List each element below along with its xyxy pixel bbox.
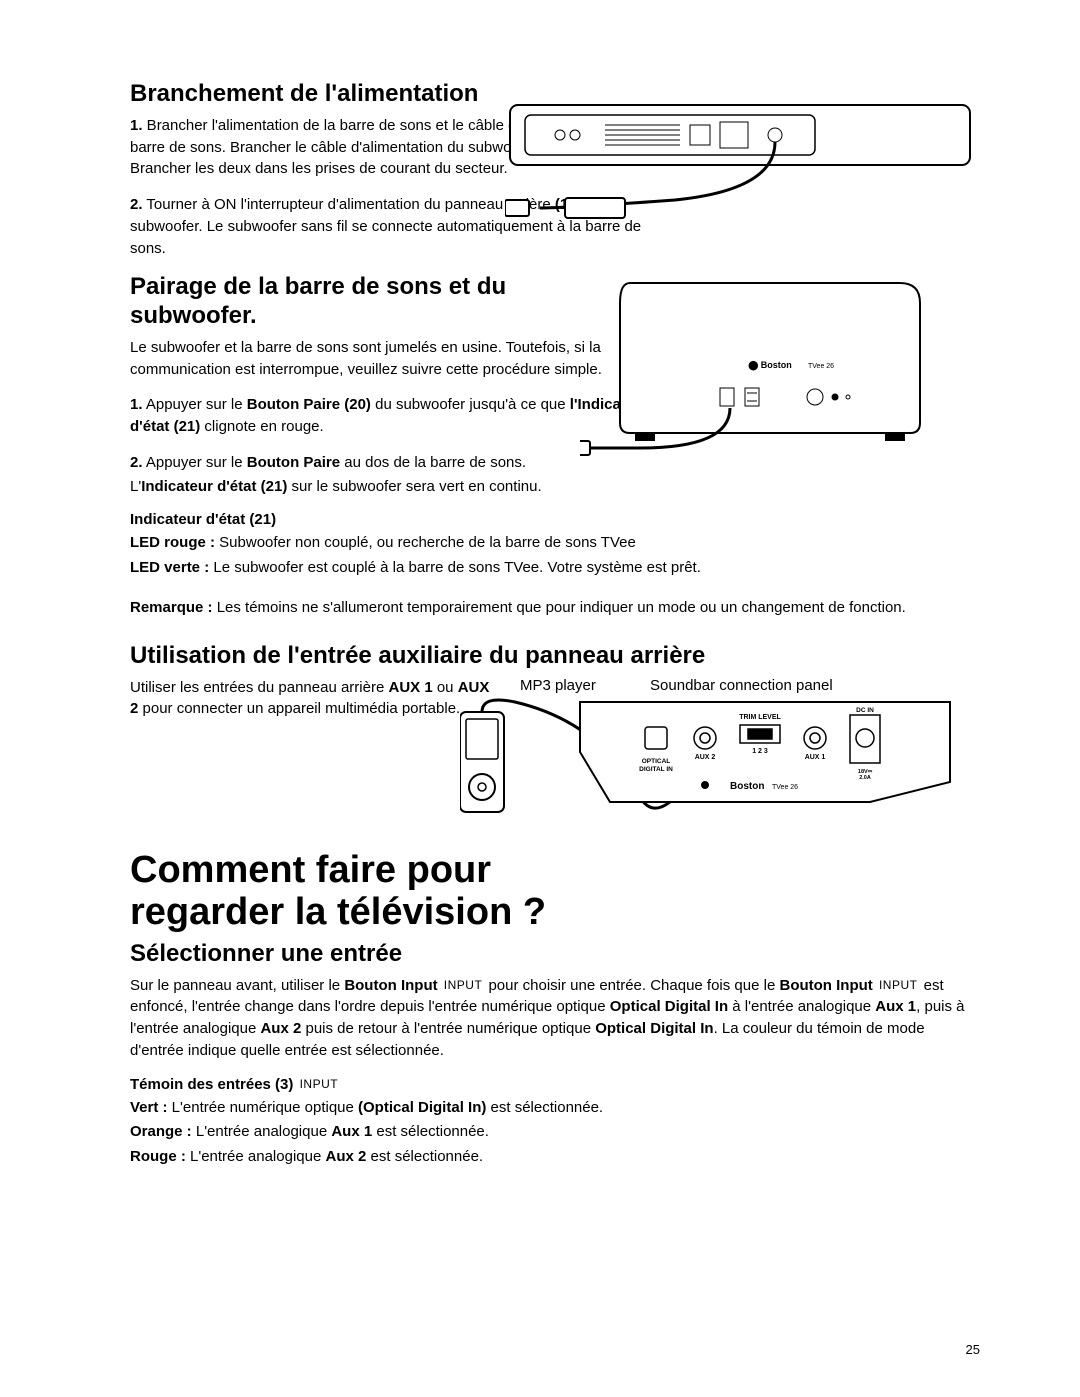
heading-select-input: Sélectionner une entrée xyxy=(130,940,980,969)
witness-orange: Orange : L'entrée analogique Aux 1 est s… xyxy=(130,1121,980,1144)
select-input-p1: Sur le panneau avant, utiliser le Bouton… xyxy=(130,975,980,1062)
label: Vert : xyxy=(130,1099,168,1116)
b: Optical Digital In xyxy=(610,998,728,1015)
num: 2. xyxy=(130,196,143,213)
heading-aux: Utilisation de l'entrée auxiliaire du pa… xyxy=(130,642,980,671)
section-aux: Utilisation de l'entrée auxiliaire du pa… xyxy=(130,642,980,720)
text: Les témoins ne s'allumeront temporaireme… xyxy=(213,599,906,616)
t: est sélectionnée. xyxy=(366,1148,483,1165)
b: Bouton Input xyxy=(779,977,872,994)
text: Subwoofer non couplé, ou recherche de la… xyxy=(215,534,636,551)
text: ou xyxy=(433,679,458,696)
t: L'entrée analogique xyxy=(186,1148,326,1165)
num: 1. xyxy=(130,117,143,134)
text: pour connecter un appareil multimédia po… xyxy=(138,700,460,717)
b: Aux 2 xyxy=(325,1148,366,1165)
b: Bouton Input xyxy=(344,977,437,994)
aux-labels: MP3 player Soundbar connection panel xyxy=(520,677,833,694)
label-panel: Soundbar connection panel xyxy=(650,677,833,694)
svg-text:DC IN: DC IN xyxy=(856,707,874,714)
witness-heading: Témoin des entrées (3) INPUT xyxy=(130,1076,980,1093)
ref: AUX 1 xyxy=(388,679,432,696)
label: LED rouge : xyxy=(130,534,215,551)
text: clignote en rouge. xyxy=(200,418,323,435)
text: Tourner à ON l'interrupteur d'alimentati… xyxy=(143,196,555,213)
led-green: LED verte : Le subwoofer est couplé à la… xyxy=(130,557,980,580)
diagram-soundbar-power xyxy=(505,100,975,230)
t: pour choisir une entrée. Chaque fois que… xyxy=(484,977,779,994)
text: au dos de la barre de sons. xyxy=(340,454,526,471)
label: Rouge : xyxy=(130,1148,186,1165)
input-badge: INPUT xyxy=(298,1077,341,1091)
aux-p1: Utiliser les entrées du panneau arrière … xyxy=(130,677,500,721)
svg-text:TVee 26: TVee 26 xyxy=(772,784,798,791)
num: 2. xyxy=(130,454,143,471)
ref: Bouton Paire (20) xyxy=(247,396,371,413)
text: Appuyer sur le xyxy=(143,396,247,413)
witness-red: Rouge : L'entrée analogique Aux 2 est sé… xyxy=(130,1146,980,1169)
t: est sélectionnée. xyxy=(372,1123,489,1140)
section-pairing: Pairage de la barre de sons et du subwoo… xyxy=(130,273,980,620)
led-red: LED rouge : Subwoofer non couplé, ou rec… xyxy=(130,532,980,555)
input-badge: INPUT xyxy=(877,977,920,994)
text: sur le subwoofer sera vert en continu. xyxy=(287,478,541,495)
pairing-step2b: L'Indicateur d'état (21) sur le subwoofe… xyxy=(130,476,650,498)
diagram-aux-panel: TRIM LEVEL 1 2 3 OPTICAL DIGITAL IN AUX … xyxy=(460,697,965,852)
text: Le subwoofer est couplé à la barre de so… xyxy=(209,559,701,576)
ref: Bouton Paire xyxy=(247,454,340,471)
label: LED verte : xyxy=(130,559,209,576)
t: puis de retour à l'entrée numérique opti… xyxy=(301,1020,595,1037)
svg-text:TVee 26: TVee 26 xyxy=(808,363,834,370)
b: Aux 1 xyxy=(875,998,916,1015)
b: (Optical Digital In) xyxy=(358,1099,486,1116)
manual-page: Branchement de l'alimentation 1. Branche… xyxy=(0,0,1080,1397)
b: Aux 2 xyxy=(260,1020,301,1037)
text: Appuyer sur le xyxy=(143,454,247,471)
svg-text:AUX 2: AUX 2 xyxy=(695,754,716,761)
svg-text:2.0A: 2.0A xyxy=(859,775,871,781)
svg-text:TRIM LEVEL: TRIM LEVEL xyxy=(739,714,781,721)
input-badge: INPUT xyxy=(442,977,485,994)
indicator-heading: Indicateur d'état (21) xyxy=(130,511,980,528)
heading-tv: Comment faire pour regarder la télévisio… xyxy=(130,850,650,934)
text: Utiliser les entrées du panneau arrière xyxy=(130,679,388,696)
pairing-step1: 1. Appuyer sur le Bouton Paire (20) du s… xyxy=(130,394,650,438)
label: Orange : xyxy=(130,1123,192,1140)
text: du subwoofer jusqu'à ce que xyxy=(371,396,570,413)
svg-text:AUX 1: AUX 1 xyxy=(805,754,826,761)
b: Optical Digital In xyxy=(595,1020,713,1037)
t: L'entrée analogique xyxy=(192,1123,332,1140)
pairing-note: Remarque : Les témoins ne s'allumeront t… xyxy=(130,597,980,620)
diagram-subwoofer: ⬤ Boston TVee 26 xyxy=(580,273,965,463)
t: à l'entrée analogique xyxy=(728,998,875,1015)
pairing-intro: Le subwoofer et la barre de sons sont ju… xyxy=(130,337,650,381)
svg-text:DIGITAL IN: DIGITAL IN xyxy=(639,766,673,773)
label: Témoin des entrées (3) xyxy=(130,1076,293,1093)
b: Aux 1 xyxy=(331,1123,372,1140)
pairing-step2: 2. Appuyer sur le Bouton Paire au dos de… xyxy=(130,452,650,474)
ref: Indicateur d'état (21) xyxy=(141,478,287,495)
t: est sélectionnée. xyxy=(486,1099,603,1116)
svg-text:Boston: Boston xyxy=(730,781,764,792)
heading-pairing: Pairage de la barre de sons et du subwoo… xyxy=(130,273,550,331)
t: Sur le panneau avant, utiliser le xyxy=(130,977,344,994)
label-mp3: MP3 player xyxy=(520,677,596,694)
page-number: 25 xyxy=(966,1342,980,1357)
t: L'entrée numérique optique xyxy=(168,1099,359,1116)
label: Remarque : xyxy=(130,599,213,616)
svg-text:OPTICAL: OPTICAL xyxy=(642,758,671,765)
section-power: Branchement de l'alimentation 1. Branche… xyxy=(130,80,980,259)
svg-text:1 2 3: 1 2 3 xyxy=(752,748,768,755)
num: 1. xyxy=(130,396,143,413)
text: L' xyxy=(130,478,141,495)
witness-green: Vert : L'entrée numérique optique (Optic… xyxy=(130,1097,980,1120)
svg-text:⬤ Boston: ⬤ Boston xyxy=(748,360,792,371)
